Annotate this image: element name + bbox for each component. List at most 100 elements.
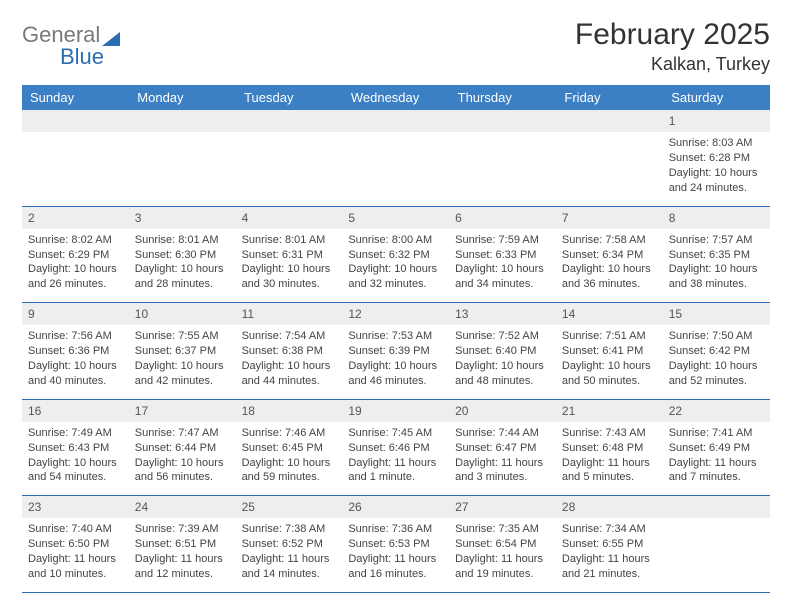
day-number: 25 [236,496,343,518]
day-number: 28 [556,496,663,518]
day-number: 4 [236,207,343,229]
sunset-text: Sunset: 6:41 PM [562,344,657,359]
sunrise-text: Sunrise: 7:43 AM [562,426,657,441]
day-body: Sunrise: 8:03 AMSunset: 6:28 PMDaylight:… [663,132,770,205]
calendar-day-cell: 16Sunrise: 7:49 AMSunset: 6:43 PMDayligh… [22,399,129,496]
sunset-text: Sunset: 6:42 PM [669,344,764,359]
calendar-day-cell: 6Sunrise: 7:59 AMSunset: 6:33 PMDaylight… [449,206,556,303]
sunset-text: Sunset: 6:55 PM [562,537,657,552]
sunset-text: Sunset: 6:53 PM [348,537,443,552]
day-body: Sunrise: 8:01 AMSunset: 6:31 PMDaylight:… [236,229,343,302]
sunrise-text: Sunrise: 7:44 AM [455,426,550,441]
day-body: Sunrise: 7:49 AMSunset: 6:43 PMDaylight:… [22,422,129,495]
sunrise-text: Sunrise: 7:58 AM [562,233,657,248]
daylight-text: Daylight: 10 hours and 26 minutes. [28,262,123,292]
day-body: Sunrise: 7:52 AMSunset: 6:40 PMDaylight:… [449,325,556,398]
dow-friday: Friday [556,85,663,110]
calendar-week-row: 16Sunrise: 7:49 AMSunset: 6:43 PMDayligh… [22,399,770,496]
calendar-day-cell [449,110,556,206]
day-body: Sunrise: 8:01 AMSunset: 6:30 PMDaylight:… [129,229,236,302]
day-number: 11 [236,303,343,325]
sunset-text: Sunset: 6:46 PM [348,441,443,456]
day-number: 22 [663,400,770,422]
sunrise-text: Sunrise: 7:45 AM [348,426,443,441]
day-number: 8 [663,207,770,229]
day-number: 26 [342,496,449,518]
calendar-day-cell [22,110,129,206]
sunset-text: Sunset: 6:50 PM [28,537,123,552]
calendar-day-cell: 17Sunrise: 7:47 AMSunset: 6:44 PMDayligh… [129,399,236,496]
sunset-text: Sunset: 6:32 PM [348,248,443,263]
logo: GeneralBlue [22,18,120,68]
dow-wednesday: Wednesday [342,85,449,110]
calendar-day-cell: 20Sunrise: 7:44 AMSunset: 6:47 PMDayligh… [449,399,556,496]
daylight-text: Daylight: 11 hours and 1 minute. [348,456,443,486]
calendar-day-cell: 19 Sunrise: 7:45 AMSunset: 6:46 PMDayligh… [342,399,449,496]
day-number: 20 [449,400,556,422]
day-number: 17 [129,400,236,422]
day-number: 3 [129,207,236,229]
calendar-day-cell: 23 Sunrise: 7:40 AMSunset: 6:50 PMDayligh… [22,496,129,593]
sunset-text: Sunset: 6:30 PM [135,248,230,263]
day-number [556,110,663,132]
sunset-text: Sunset: 6:28 PM [669,151,764,166]
day-body: Sunrise: 7:34 AMSunset: 6:55 PMDaylight:… [556,518,663,591]
calendar-day-cell: 4Sunrise: 8:01 AMSunset: 6:31 PMDaylight… [236,206,343,303]
daylight-text: Daylight: 10 hours and 50 minutes. [562,359,657,389]
day-body: Sunrise: 7:56 AMSunset: 6:36 PMDaylight:… [22,325,129,398]
calendar-day-cell: 26Sunrise: 7:36 AMSunset: 6:53 PMDayligh… [342,496,449,593]
calendar-day-cell: 12Sunrise: 7:53 AMSunset: 6:39 PMDayligh… [342,303,449,400]
calendar-day-cell: 14Sunrise: 7:51 AMSunset: 6:41 PMDayligh… [556,303,663,400]
day-number [663,496,770,518]
daylight-text: Daylight: 10 hours and 28 minutes. [135,262,230,292]
day-body: Sunrise: 7:59 AMSunset: 6:33 PMDaylight:… [449,229,556,302]
sunrise-text: Sunrise: 7:57 AM [669,233,764,248]
daylight-text: Daylight: 10 hours and 40 minutes. [28,359,123,389]
day-body: Sunrise: 7:50 AMSunset: 6:42 PMDaylight:… [663,325,770,398]
sunset-text: Sunset: 6:29 PM [28,248,123,263]
day-number: 23 [22,496,129,518]
daylight-text: Daylight: 11 hours and 21 minutes. [562,552,657,582]
sunrise-text: Sunrise: 7:50 AM [669,329,764,344]
sunrise-text: Sunrise: 7:40 AM [28,522,123,537]
sunset-text: Sunset: 6:36 PM [28,344,123,359]
daylight-text: Daylight: 10 hours and 44 minutes. [242,359,337,389]
sunrise-text: Sunrise: 7:41 AM [669,426,764,441]
sunset-text: Sunset: 6:48 PM [562,441,657,456]
day-body: Sunrise: 8:00 AMSunset: 6:32 PMDaylight:… [342,229,449,302]
sunrise-text: Sunrise: 7:47 AM [135,426,230,441]
day-number: 27 [449,496,556,518]
daylight-text: Daylight: 11 hours and 10 minutes. [28,552,123,582]
sunset-text: Sunset: 6:45 PM [242,441,337,456]
calendar-page: GeneralBlue February 2025 Kalkan, Turkey… [0,0,792,611]
daylight-text: Daylight: 10 hours and 59 minutes. [242,456,337,486]
day-number: 9 [22,303,129,325]
calendar-day-cell: 28Sunrise: 7:34 AMSunset: 6:55 PMDayligh… [556,496,663,593]
daylight-text: Daylight: 10 hours and 32 minutes. [348,262,443,292]
calendar-day-cell [129,110,236,206]
daylight-text: Daylight: 10 hours and 52 minutes. [669,359,764,389]
sunrise-text: Sunrise: 7:39 AM [135,522,230,537]
sunrise-text: Sunrise: 7:49 AM [28,426,123,441]
calendar-table: Sunday Monday Tuesday Wednesday Thursday… [22,85,770,593]
day-body: Sunrise: 7:46 AMSunset: 6:45 PMDaylight:… [236,422,343,495]
day-number: 19 [342,400,449,422]
calendar-day-cell: 10Sunrise: 7:55 AMSunset: 6:37 PMDayligh… [129,303,236,400]
calendar-day-cell: 13Sunrise: 7:52 AMSunset: 6:40 PMDayligh… [449,303,556,400]
sunrise-text: Sunrise: 7:51 AM [562,329,657,344]
logo-sail-icon [102,32,120,46]
day-number: 12 [342,303,449,325]
calendar-day-cell: 27Sunrise: 7:35 AMSunset: 6:54 PMDayligh… [449,496,556,593]
day-number: 21 [556,400,663,422]
sunrise-text: Sunrise: 7:53 AM [348,329,443,344]
day-body: Sunrise: 8:02 AMSunset: 6:29 PMDaylight:… [22,229,129,302]
calendar-day-cell: 9Sunrise: 7:56 AMSunset: 6:36 PMDaylight… [22,303,129,400]
day-body: Sunrise: 7:36 AMSunset: 6:53 PMDaylight:… [342,518,449,591]
sunset-text: Sunset: 6:54 PM [455,537,550,552]
sunset-text: Sunset: 6:35 PM [669,248,764,263]
day-body: Sunrise: 7:44 AMSunset: 6:47 PMDaylight:… [449,422,556,495]
day-number [236,110,343,132]
sunset-text: Sunset: 6:52 PM [242,537,337,552]
day-body: Sunrise: 7:39 AMSunset: 6:51 PMDaylight:… [129,518,236,591]
calendar-day-cell: 3Sunrise: 8:01 AMSunset: 6:30 PMDaylight… [129,206,236,303]
